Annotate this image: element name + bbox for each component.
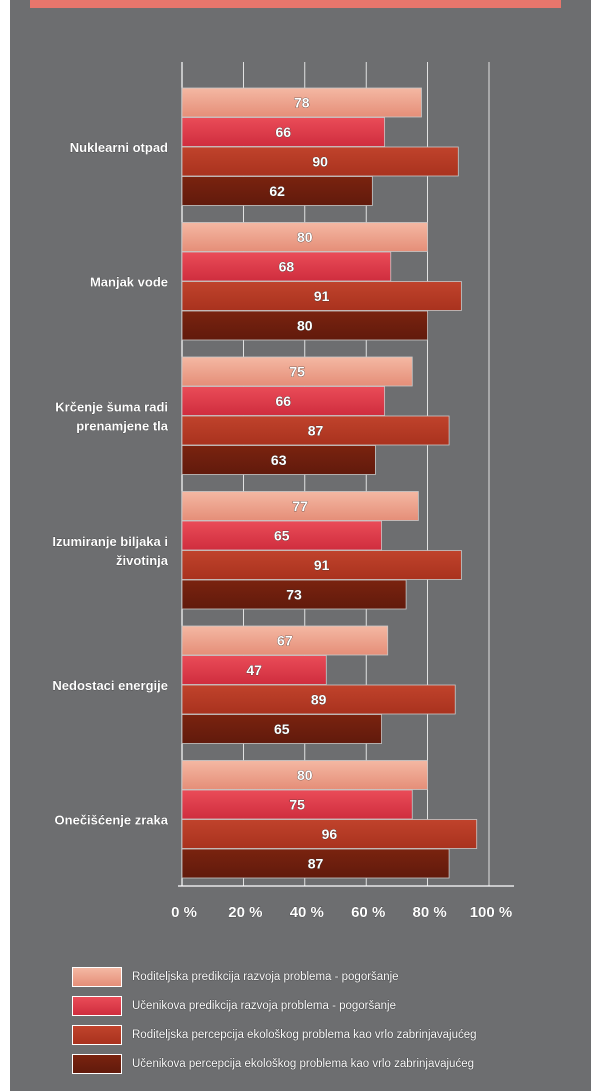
bar-value-label: 80 (297, 767, 313, 783)
category-label: Krčenje šuma radi (55, 399, 168, 414)
bar-value-label: 90 (312, 154, 328, 170)
bar (181, 356, 413, 387)
bar (181, 281, 462, 311)
bar-value-label: 77 (292, 498, 308, 514)
legend-item: Učenikova percepcija ekološkog problema … (72, 1053, 591, 1075)
bar-value-label: 68 (279, 259, 295, 275)
bar (181, 146, 459, 177)
bar-value-label: 96 (322, 826, 338, 842)
bar (181, 579, 407, 610)
legend-swatch (72, 967, 122, 987)
x-tick-label: 0 % (171, 904, 197, 921)
bar-value-label: 66 (276, 393, 292, 409)
bar (181, 848, 450, 879)
legend-swatch (72, 996, 122, 1016)
bar-value-label: 87 (308, 423, 324, 439)
bar (181, 445, 376, 475)
bar (181, 789, 413, 820)
bar-value-label: 62 (269, 183, 285, 199)
bar-value-label: 80 (297, 318, 313, 334)
bar (181, 87, 422, 118)
x-tick-label: 60 % (351, 904, 385, 921)
legend-item: Roditeljska percepcija ekološkog problem… (72, 1024, 591, 1046)
bar (181, 415, 450, 446)
bar (181, 491, 419, 521)
legend-label: Učenikova predikcija razvoja problema - … (132, 1000, 396, 1012)
top-banner (30, 0, 561, 8)
legend: Roditeljska predikcija razvoja problema … (72, 966, 591, 1082)
bar-value-label: 91 (314, 288, 330, 304)
category-label: Manjak vode (90, 274, 168, 289)
legend-label: Roditeljska percepcija ekološkog problem… (132, 1029, 477, 1041)
bar (181, 310, 429, 341)
bar-value-label: 75 (289, 797, 305, 813)
category-label: prenamjene tla (76, 418, 169, 433)
legend-label: Roditeljska predikcija razvoja problema … (132, 971, 399, 983)
bar (181, 251, 392, 282)
bar (181, 684, 456, 715)
x-tick-label: 80 % (412, 904, 446, 921)
bar (181, 714, 382, 744)
x-tick-label: 40 % (290, 904, 324, 921)
bar (181, 222, 429, 252)
x-axis-ticks: 0 % 20 % 40 % 60 % 80 % 100 % (171, 904, 513, 921)
x-tick-label: 20 % (228, 904, 262, 921)
category-label: Izumiranje biljaka i (52, 534, 168, 549)
category-label: Nedostaci energije (52, 678, 168, 693)
bar (181, 386, 386, 416)
bar-value-label: 63 (271, 452, 287, 468)
legend-label: Učenikova percepcija ekološkog problema … (132, 1058, 474, 1070)
bar (181, 550, 462, 580)
bar-value-label: 89 (311, 692, 327, 708)
category-label: Nuklearni otpad (70, 140, 168, 155)
bar (181, 625, 389, 656)
legend-item: Učenikova predikcija razvoja problema - … (72, 995, 591, 1017)
category-labels: Nuklearni otpad Manjak vode Krčenje šuma r… (52, 140, 169, 828)
bar (181, 176, 373, 206)
category-label: Onečišćenje zraka (55, 812, 169, 827)
bar-value-label: 67 (277, 633, 293, 649)
legend-swatch (72, 1025, 122, 1045)
x-tick-label: 100 % (470, 904, 513, 921)
bar-value-label: 75 (289, 364, 305, 380)
bar (181, 655, 327, 685)
bar-value-label: 73 (286, 587, 302, 603)
bar (181, 760, 429, 790)
bar-value-label: 87 (308, 856, 324, 872)
category-label: životinja (116, 553, 169, 568)
bars: 7866906280689180756687637765917367478965… (181, 87, 478, 879)
bar-value-label: 47 (246, 662, 262, 678)
legend-swatch (72, 1054, 122, 1074)
bar-value-label: 80 (297, 229, 313, 245)
legend-item: Roditeljska predikcija razvoja problema … (72, 966, 591, 988)
bar (181, 520, 382, 551)
bar-value-label: 65 (274, 528, 290, 544)
bar-value-label: 66 (276, 124, 292, 140)
bar-value-label: 91 (314, 557, 330, 573)
bar-value-label: 78 (294, 95, 310, 111)
bar (181, 117, 386, 147)
bar-value-label: 65 (274, 721, 290, 737)
bar (181, 819, 478, 849)
bar-chart: 7866906280689180756687637765917367478965… (52, 62, 514, 921)
